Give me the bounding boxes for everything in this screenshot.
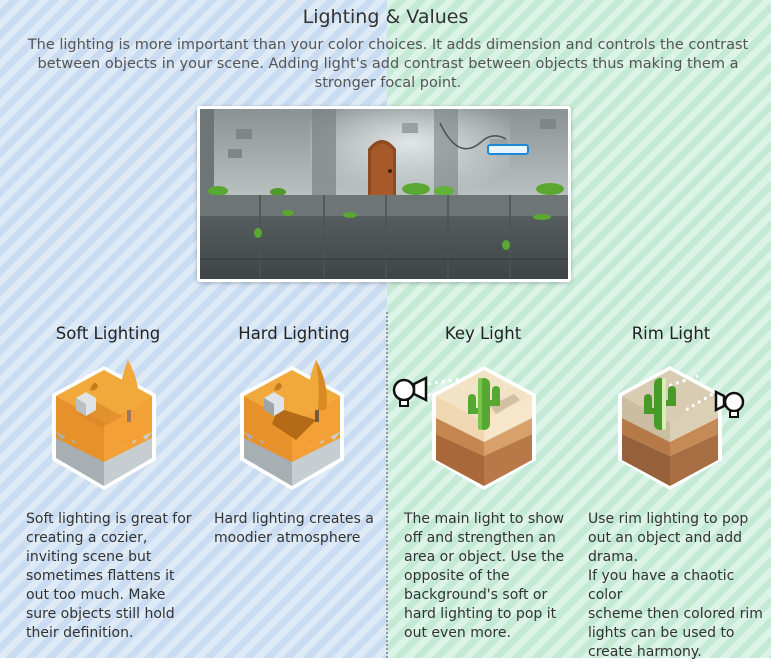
soft-lighting-tile-icon	[46, 356, 162, 506]
section-divider	[386, 312, 388, 658]
soft-lighting-title: Soft Lighting	[55, 324, 161, 343]
hard-lighting-tile-icon	[234, 356, 350, 506]
key-light-tile-icon	[390, 356, 550, 506]
key-light-title: Key Light	[444, 324, 522, 343]
rim-light-title: Rim Light	[631, 324, 711, 343]
intro-text: The lighting is more important than your…	[27, 37, 749, 91]
key-light-text: The main light to show off and strengthe…	[404, 511, 565, 641]
page-title: Lighting & Values	[302, 6, 469, 28]
hard-lighting-text: Hard lighting creates a moodier atmosphe…	[214, 511, 374, 546]
rim-light-tile-icon	[612, 356, 752, 506]
rim-light-text: Use rim lighting to pop out an object an…	[588, 511, 763, 660]
lamp-icon	[392, 375, 428, 407]
lamp-icon	[714, 389, 745, 418]
soft-lighting-text: Soft lighting is great for creating a co…	[26, 511, 192, 641]
hard-lighting-title: Hard Lighting	[238, 324, 350, 343]
dungeon-scene-image	[197, 106, 571, 282]
